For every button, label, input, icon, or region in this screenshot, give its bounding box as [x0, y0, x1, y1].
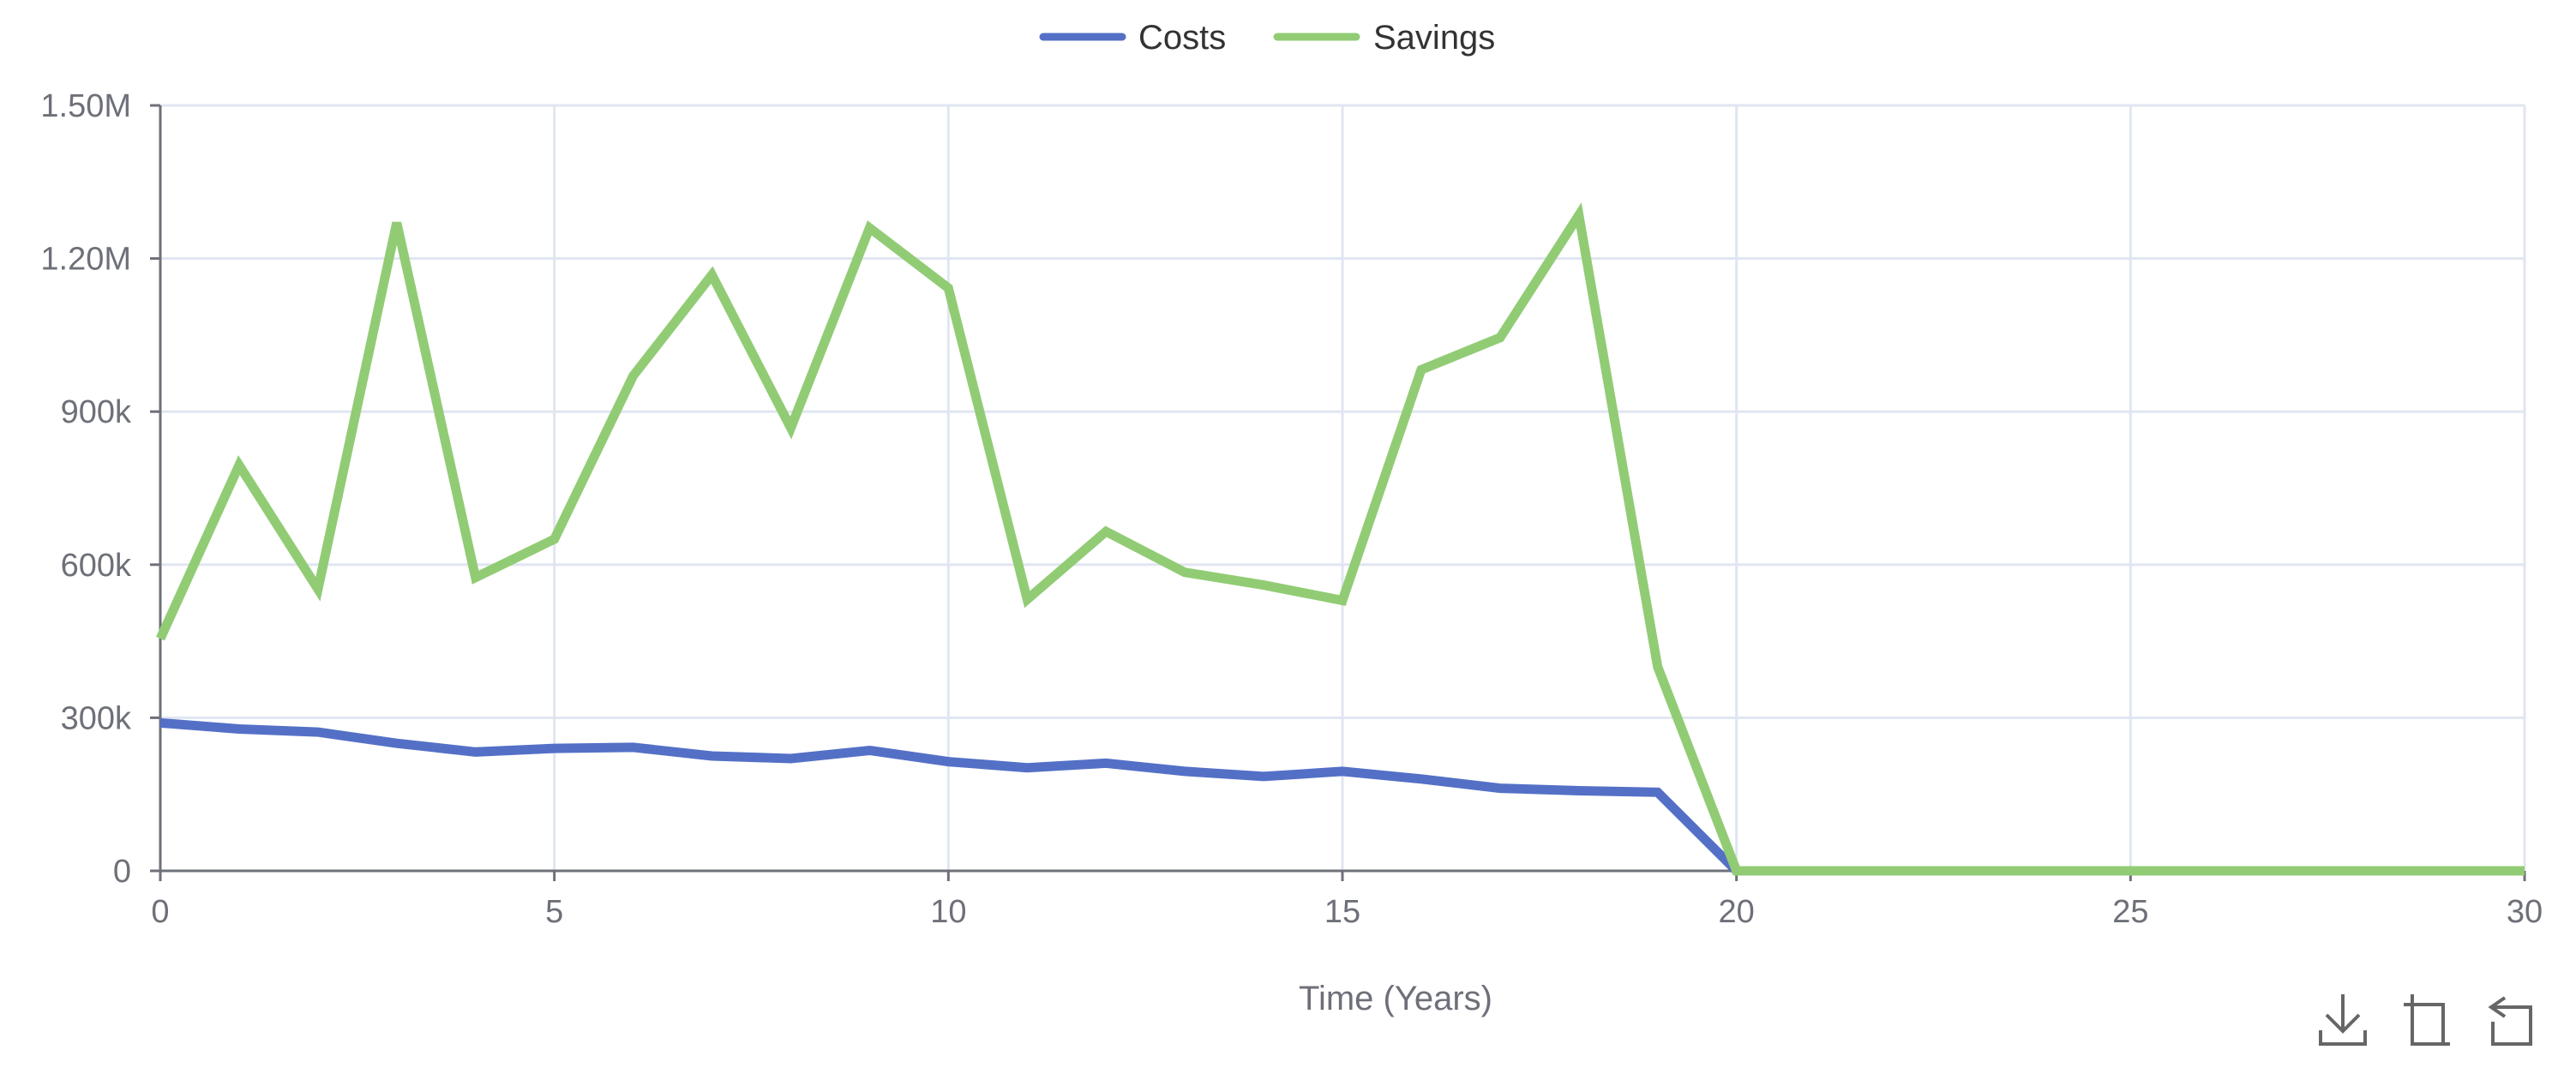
legend-item-costs[interactable]: Costs — [1039, 19, 1226, 57]
x-tick-label: 5 — [545, 894, 563, 930]
y-tick-label: 1.50M — [40, 88, 131, 124]
axes: 0 300k 600k 900k 1.20M 1.50M 0 5 10 15 20 25 30 — [40, 88, 2543, 930]
grid-lines — [160, 104, 2526, 871]
legend-label: Costs — [1138, 19, 1226, 57]
y-tick-label: 600k — [61, 548, 132, 584]
savings-series-line — [155, 202, 2525, 876]
x-tick-label: 15 — [1324, 894, 1360, 930]
x-tick-label: 10 — [930, 894, 966, 930]
legend-label: Savings — [1373, 19, 1495, 57]
x-tick-label: 0 — [151, 894, 169, 930]
restore-icon[interactable] — [2488, 993, 2537, 1046]
x-tick-label: 25 — [2112, 894, 2148, 930]
y-tick-label: 1.20M — [40, 242, 131, 278]
series-lines — [155, 202, 2525, 876]
x-tick-label: 30 — [2507, 894, 2543, 930]
legend-item-savings[interactable]: Savings — [1273, 19, 1495, 57]
x-tick-label: 20 — [1719, 894, 1755, 930]
download-icon[interactable] — [2318, 993, 2368, 1046]
legend[interactable]: Costs Savings — [1039, 19, 1495, 57]
x-axis-title: Time (Years) — [1299, 980, 1492, 1017]
toolbox — [2318, 993, 2537, 1046]
y-tick-label: 300k — [61, 700, 132, 736]
crop-zoom-icon[interactable] — [2402, 993, 2452, 1046]
y-tick-label: 900k — [61, 394, 132, 430]
y-tick-label: 0 — [113, 854, 131, 890]
